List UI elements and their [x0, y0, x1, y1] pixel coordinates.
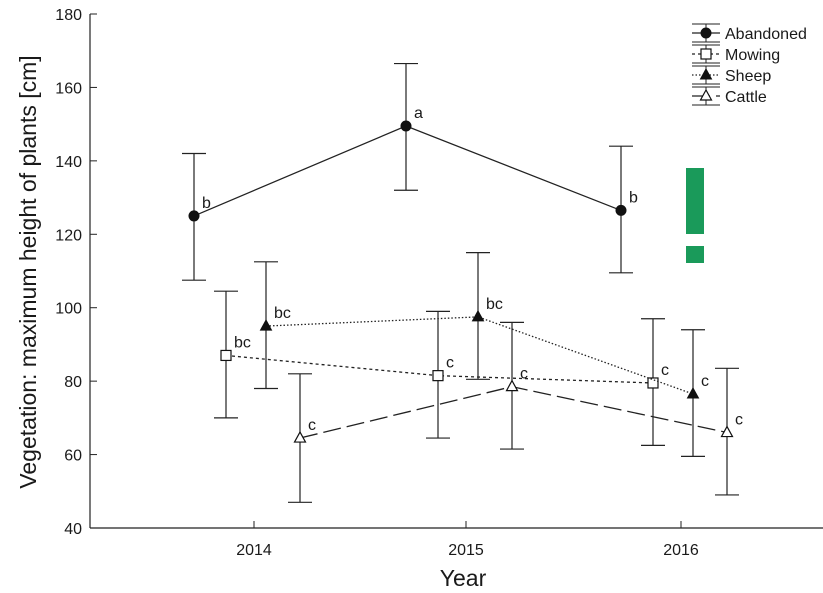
- x-axis-title: Year: [440, 565, 487, 591]
- y-tick-label: 80: [64, 374, 82, 391]
- x-tick-label: 2016: [663, 542, 699, 559]
- point-abandoned-2014-significance-letter: b: [202, 195, 211, 212]
- y-axis-title: Vegetation: maximum height of plants [cm…: [15, 55, 41, 488]
- x-axis-ticks: 2014 2015 2016: [236, 521, 699, 559]
- axes: [89, 14, 823, 529]
- y-tick-label: 160: [55, 80, 82, 97]
- point-sheep-2016-marker: [686, 386, 700, 399]
- point-cattle-2016-significance-letter: c: [735, 412, 743, 429]
- point-mowing-2016-marker: [647, 377, 659, 389]
- point-cattle-2015-marker: [505, 379, 519, 392]
- point-mowing-2015-significance-letter: c: [446, 355, 454, 372]
- y-tick-label: 180: [55, 7, 82, 24]
- exclamation-dot: [686, 246, 704, 263]
- legend-label-mowing: Mowing: [725, 47, 780, 64]
- y-tick-label: 40: [64, 521, 82, 538]
- series-mowing: bc c c: [214, 290, 669, 446]
- point-mowing-2016-significance-letter: c: [661, 362, 669, 379]
- point-mowing-2014-significance-letter: bc: [234, 334, 251, 351]
- y-tick-label: 60: [64, 448, 82, 465]
- point-abandoned-2016-marker: [615, 204, 627, 216]
- y-axis-ticks: 40 60 80 100 120 140 160 180: [55, 7, 97, 538]
- legend-abandoned-marker: [700, 27, 712, 39]
- series-cattle: c c c: [288, 321, 743, 503]
- legend-label-sheep: Sheep: [725, 68, 771, 85]
- legend-label-abandoned: Abandoned: [725, 26, 807, 43]
- y-tick-label: 120: [55, 227, 82, 244]
- point-cattle-2015-significance-letter: c: [520, 366, 528, 383]
- series-line-abandoned: [193, 125, 622, 217]
- series-line-cattle: [299, 385, 728, 439]
- point-sheep-2014-marker: [259, 319, 273, 331]
- point-mowing-2014-marker: [220, 349, 232, 362]
- point-sheep-2015-marker: [471, 309, 485, 322]
- x-tick-label: 2014: [236, 542, 272, 559]
- point-abandoned-2014-marker: [188, 210, 200, 222]
- legend-cattle-marker: [699, 88, 713, 101]
- point-abandoned-2015-marker: [400, 120, 412, 132]
- series-abandoned: b a b: [182, 62, 638, 281]
- point-abandoned-2015-significance-letter: a: [414, 105, 423, 122]
- annotation: [686, 168, 704, 263]
- legend-mowing-marker: [700, 48, 712, 60]
- legend: Abandoned Mowing Sheep Cattle: [692, 23, 807, 106]
- exclamation-bar: [686, 168, 704, 234]
- point-mowing-2015-marker: [432, 370, 444, 382]
- series-line-sheep: [265, 316, 694, 395]
- point-cattle-2016-marker: [720, 425, 734, 438]
- y-tick-label: 100: [55, 301, 82, 318]
- series-sheep: bc bc c: [254, 252, 709, 458]
- legend-label-cattle: Cattle: [725, 89, 767, 106]
- point-abandoned-2016-significance-letter: b: [629, 189, 638, 206]
- point-cattle-2014-marker: [293, 430, 307, 443]
- x-tick-label: 2015: [448, 542, 484, 559]
- point-sheep-2015-significance-letter: bc: [486, 296, 503, 313]
- series-layer: b a b bc c c bc bc c c c c: [182, 62, 743, 503]
- point-sheep-2016-significance-letter: c: [701, 373, 709, 390]
- point-sheep-2014-significance-letter: bc: [274, 305, 291, 322]
- legend-sheep-marker: [699, 67, 713, 80]
- point-cattle-2014-significance-letter: c: [308, 417, 316, 434]
- y-tick-label: 140: [55, 154, 82, 171]
